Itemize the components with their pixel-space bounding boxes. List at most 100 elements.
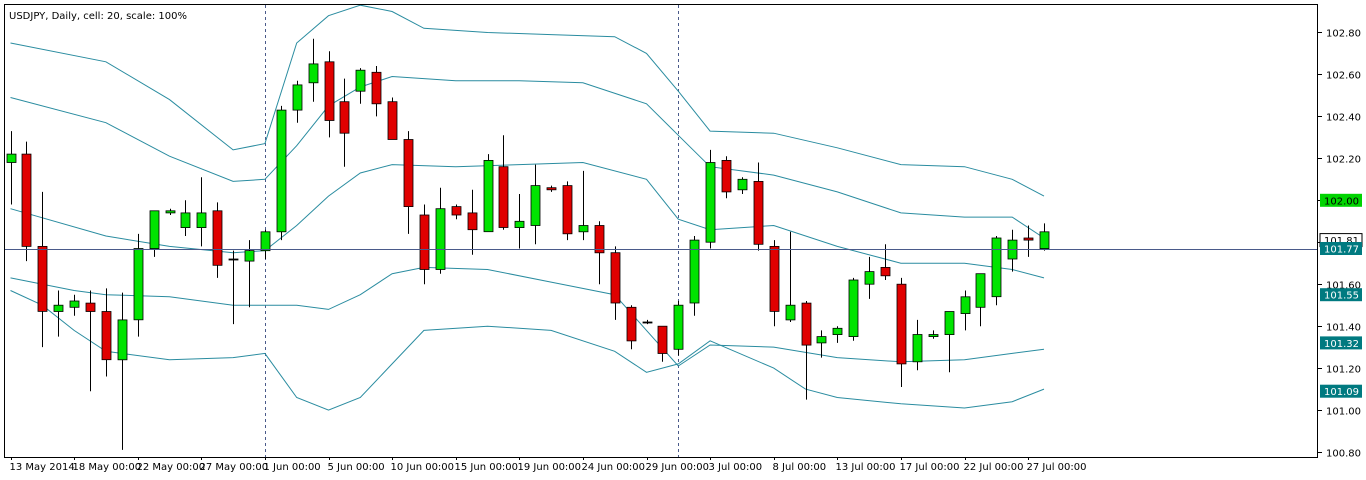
price-label-text: 101.55 <box>1324 291 1359 302</box>
candle-50 <box>801 301 812 400</box>
candle-body-bear <box>562 185 573 235</box>
candle-body-bull <box>53 304 64 312</box>
candle-body-bull <box>149 210 160 250</box>
candle-body-bear <box>546 187 557 191</box>
candle-42 <box>673 301 684 356</box>
candle-28 <box>451 204 462 220</box>
candle-body-bear <box>769 245 780 312</box>
candle-22 <box>355 68 366 104</box>
x-tick-label: 17 Jul 00:00 <box>900 462 960 473</box>
candle-body-bull <box>912 334 923 363</box>
candle-39 <box>626 305 637 350</box>
candle-body-bear <box>212 210 223 266</box>
candle-body-bear <box>403 139 414 207</box>
x-tick-label: 22 May 00:00 <box>137 462 206 473</box>
candle-62 <box>991 236 1002 306</box>
candle-body-bear <box>753 180 764 245</box>
candle-45 <box>721 156 732 199</box>
candle-body-bull <box>308 63 319 84</box>
candle-41 <box>657 325 668 362</box>
candle-body-bull <box>435 208 446 270</box>
candle-body-bull <box>785 304 796 321</box>
candle-27 <box>435 187 446 274</box>
y-tick-label: 101.60 <box>1326 281 1361 292</box>
candle-body-bull <box>355 69 366 92</box>
x-tick-label: 18 May 00:00 <box>73 462 142 473</box>
candle-25 <box>403 131 414 234</box>
candle-body-bull <box>848 279 859 337</box>
candle-body-bear <box>657 325 668 354</box>
candle-body-bear <box>324 61 335 121</box>
y-tick-label: 102.80 <box>1326 29 1361 40</box>
y-tick-label: 102.40 <box>1326 113 1361 124</box>
candle-body-bear <box>419 214 430 270</box>
candle-body-bear <box>801 302 812 346</box>
candle-body-bull <box>133 248 144 321</box>
price-label-box <box>1320 288 1362 302</box>
candle-44 <box>705 149 716 249</box>
candle-12 <box>196 177 207 247</box>
price-label-box <box>1320 242 1362 255</box>
candle-body-bear <box>880 266 891 277</box>
price-label-text: 101.09 <box>1324 387 1359 398</box>
price-label-box <box>1320 384 1362 398</box>
candle-body-bull <box>276 109 287 233</box>
candle-body-bull <box>928 334 939 337</box>
candle-1 <box>21 141 32 262</box>
candle-body-bear <box>451 206 462 216</box>
candle-body-bull <box>260 231 271 252</box>
candle-body-bear <box>21 153 32 247</box>
x-tick-label: 27 May 00:00 <box>200 462 269 473</box>
candle-58 <box>928 330 939 339</box>
candle-body-bull <box>832 327 843 335</box>
candle-body-bull <box>483 159 494 233</box>
candle-2 <box>37 191 48 348</box>
candle-6 <box>101 288 112 377</box>
candle-body-bull <box>6 153 17 163</box>
price-label-band: 101.55 <box>1320 288 1362 302</box>
candle-0 <box>6 131 17 205</box>
candle-body-bull <box>165 210 176 214</box>
candle-body-bear <box>101 311 112 361</box>
x-tick-label: 29 Jun 00:00 <box>646 462 710 473</box>
candle-body-bear <box>85 302 96 312</box>
x-tick-label: 5 Jun 00:00 <box>328 462 385 473</box>
x-tick-label: 13 Jul 00:00 <box>836 462 896 473</box>
candle-body-bull <box>228 258 239 261</box>
candle-10 <box>165 208 176 215</box>
band-outer-upper <box>10 4 1045 197</box>
price-label-text: 102.00 <box>1324 196 1359 207</box>
candle-body-bull <box>737 178 748 191</box>
candle-16 <box>260 229 271 259</box>
y-tick-label: 100.80 <box>1326 449 1361 460</box>
x-tick-label: 19 Jun 00:00 <box>518 462 582 473</box>
candle-20 <box>324 51 335 138</box>
candle-31 <box>498 135 509 230</box>
candle-body-bear <box>498 166 509 228</box>
candle-37 <box>594 221 605 285</box>
candle-34 <box>546 185 557 192</box>
price-label-band: 101.77 <box>1320 242 1362 256</box>
x-tick-label: 15 Jun 00:00 <box>455 462 519 473</box>
candle-body-bear <box>721 159 732 193</box>
candle-48 <box>769 240 780 327</box>
x-tick-label: 1 Jun 00:00 <box>264 462 321 473</box>
price-label-box <box>1320 336 1362 350</box>
candle-4 <box>69 294 80 316</box>
candle-body-bull <box>530 185 541 226</box>
price-label-text: 101.81 <box>1324 236 1359 247</box>
candle-body-bull <box>816 336 827 344</box>
candle-body-bear <box>371 71 382 105</box>
candle-60 <box>960 290 971 331</box>
x-tick-label: 10 Jun 00:00 <box>391 462 455 473</box>
candle-body-bull <box>514 220 525 229</box>
candle-body-bull <box>944 311 955 336</box>
candle-body-bear <box>626 306 637 342</box>
x-tick-label: 3 Jul 00:00 <box>709 462 763 473</box>
candle-7 <box>117 292 128 450</box>
candle-21 <box>339 78 350 167</box>
